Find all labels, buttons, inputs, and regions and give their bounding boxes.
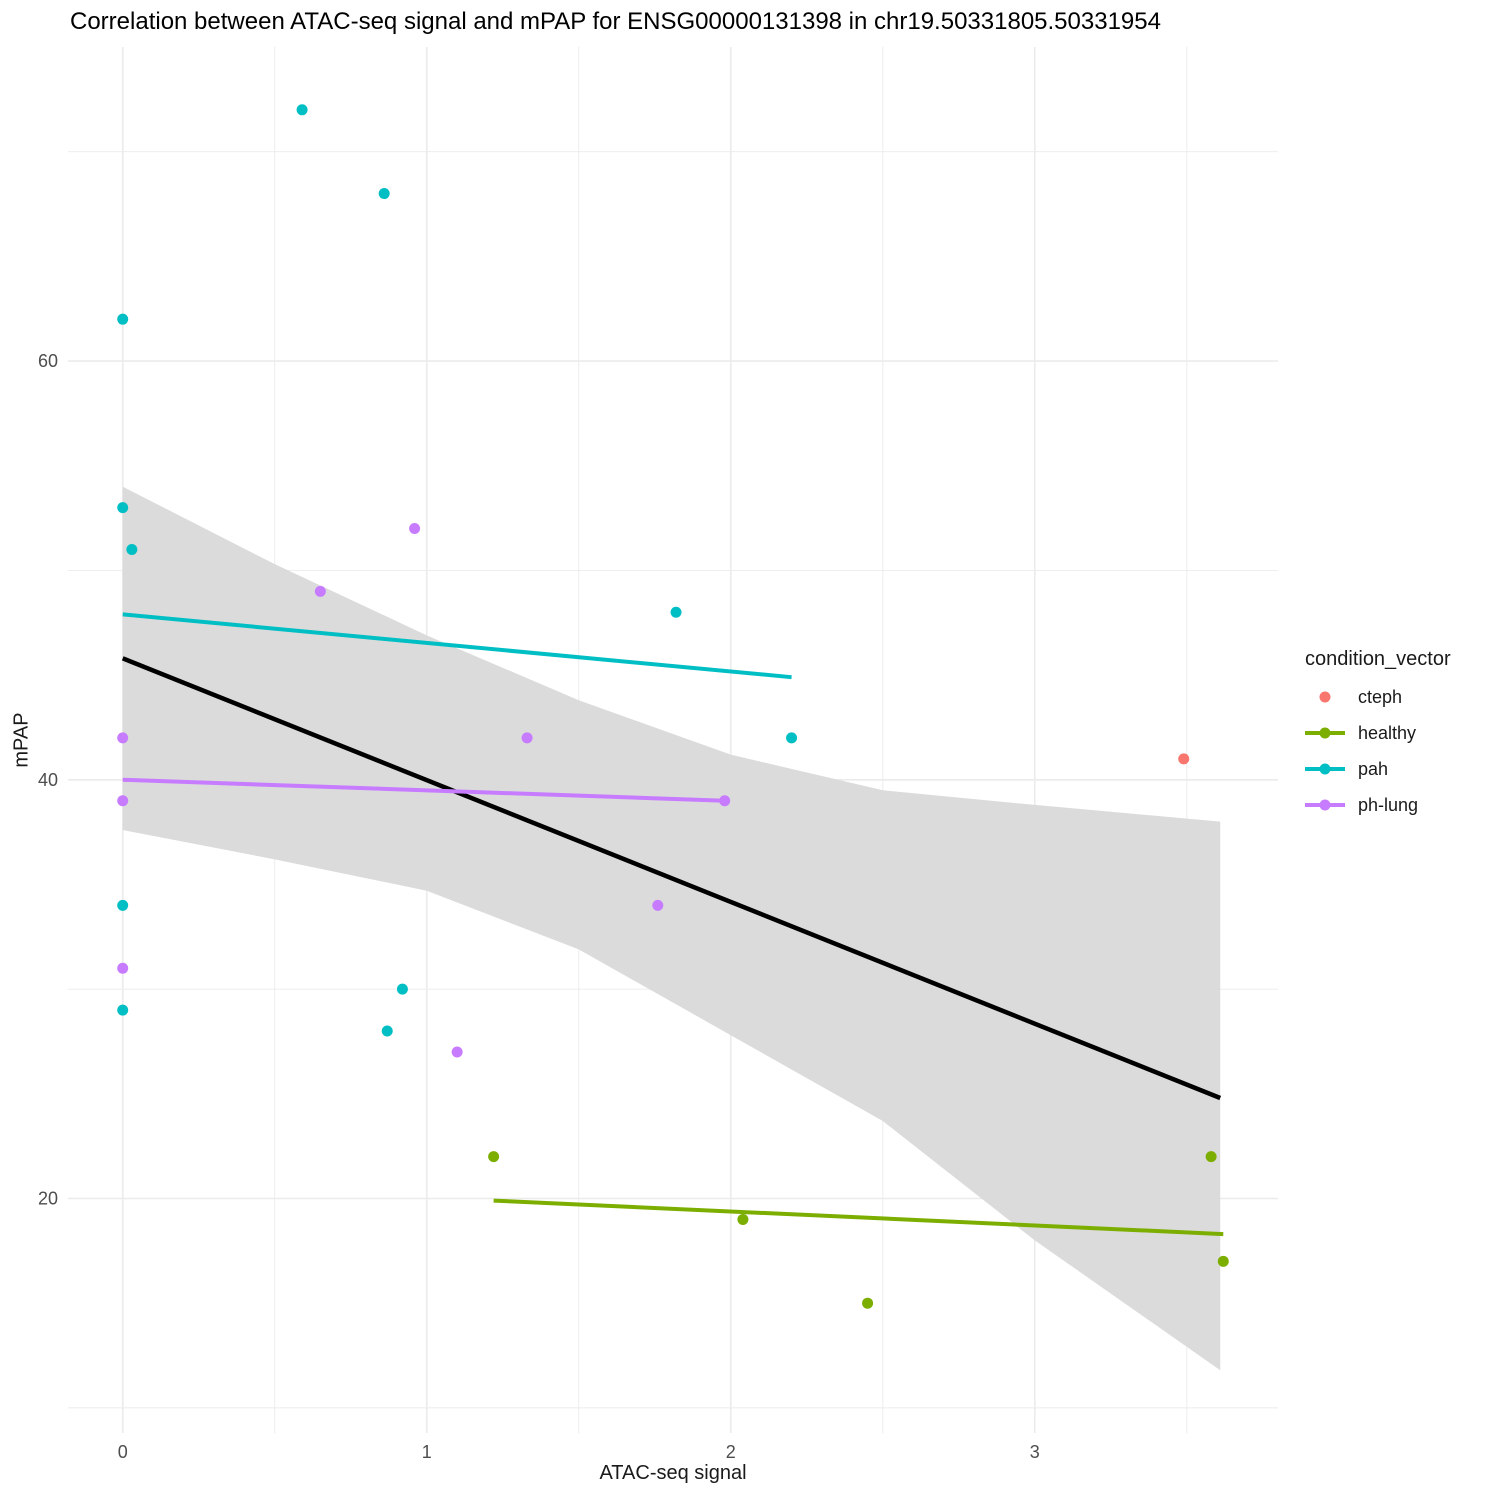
data-point-pah bbox=[117, 313, 129, 325]
data-point-healthy bbox=[1205, 1151, 1217, 1163]
data-point-healthy bbox=[488, 1151, 500, 1163]
legend-item-healthy: healthy bbox=[1305, 715, 1451, 751]
y-axis-title: mPAP bbox=[10, 712, 33, 768]
data-point-healthy bbox=[1217, 1255, 1229, 1267]
chart-title: Correlation between ATAC-seq signal and … bbox=[70, 8, 1161, 35]
regression-line-ph-lung bbox=[122, 777, 725, 803]
data-point-pah bbox=[296, 104, 308, 116]
data-point-ph-lung bbox=[521, 732, 533, 744]
legend-item-cteph: cteph bbox=[1305, 679, 1451, 715]
x-axis-title: ATAC-seq signal bbox=[599, 1462, 747, 1484]
y-tick-label: 40 bbox=[38, 770, 58, 790]
data-point-pah bbox=[117, 899, 129, 911]
legend-label-healthy: healthy bbox=[1358, 722, 1417, 743]
x-tick-label: 3 bbox=[1030, 1442, 1040, 1462]
legend-item-pah: pah bbox=[1305, 751, 1451, 787]
data-point-ph-lung bbox=[451, 1046, 463, 1058]
x-tick-label: 1 bbox=[422, 1442, 432, 1462]
data-point-pah bbox=[117, 1004, 129, 1016]
confidence-band bbox=[122, 486, 1221, 1371]
x-tick-label: 2 bbox=[726, 1442, 736, 1462]
data-point-ph-lung bbox=[117, 795, 129, 807]
legend-key-ph-lung-icon bbox=[1305, 799, 1345, 811]
data-point-pah bbox=[786, 732, 798, 744]
data-point-pah bbox=[396, 983, 408, 995]
legend-label-cteph: cteph bbox=[1358, 686, 1403, 707]
y-tick-label: 20 bbox=[38, 1189, 58, 1209]
data-point-ph-lung bbox=[314, 585, 326, 597]
data-point-pah bbox=[381, 1025, 393, 1037]
data-point-ph-lung bbox=[409, 523, 421, 535]
data-point-cteph bbox=[1178, 753, 1190, 765]
legend-item-ph-lung: ph-lung bbox=[1305, 787, 1451, 823]
legend-title: condition_vector bbox=[1305, 648, 1451, 670]
data-point-ph-lung bbox=[117, 962, 129, 974]
legend-key-pah-icon bbox=[1305, 763, 1345, 775]
regression-line-healthy bbox=[493, 1198, 1224, 1237]
data-point-pah bbox=[117, 502, 129, 514]
data-point-healthy bbox=[737, 1213, 749, 1225]
legend-key-healthy-icon bbox=[1305, 727, 1345, 739]
legend-label-pah: pah bbox=[1358, 758, 1389, 779]
legend: condition_vector cteph healthy pah ph-lung bbox=[1305, 648, 1451, 823]
legend-label-ph-lung: ph-lung bbox=[1358, 794, 1419, 815]
data-point-ph-lung bbox=[117, 732, 129, 744]
data-point-ph-lung bbox=[652, 899, 664, 911]
data-point-pah bbox=[670, 606, 682, 618]
data-point-healthy bbox=[862, 1297, 874, 1309]
y-tick-label: 60 bbox=[38, 351, 58, 371]
regression-line-pah bbox=[122, 612, 792, 680]
data-point-ph-lung bbox=[719, 795, 731, 807]
legend-key-cteph-icon bbox=[1319, 691, 1331, 703]
x-tick-label: 0 bbox=[118, 1442, 128, 1462]
regression-line-overall bbox=[121, 656, 1222, 1101]
data-point-pah bbox=[126, 543, 138, 555]
legend-items: cteph healthy pah ph-lung bbox=[1305, 679, 1451, 823]
data-point-pah bbox=[378, 188, 390, 200]
